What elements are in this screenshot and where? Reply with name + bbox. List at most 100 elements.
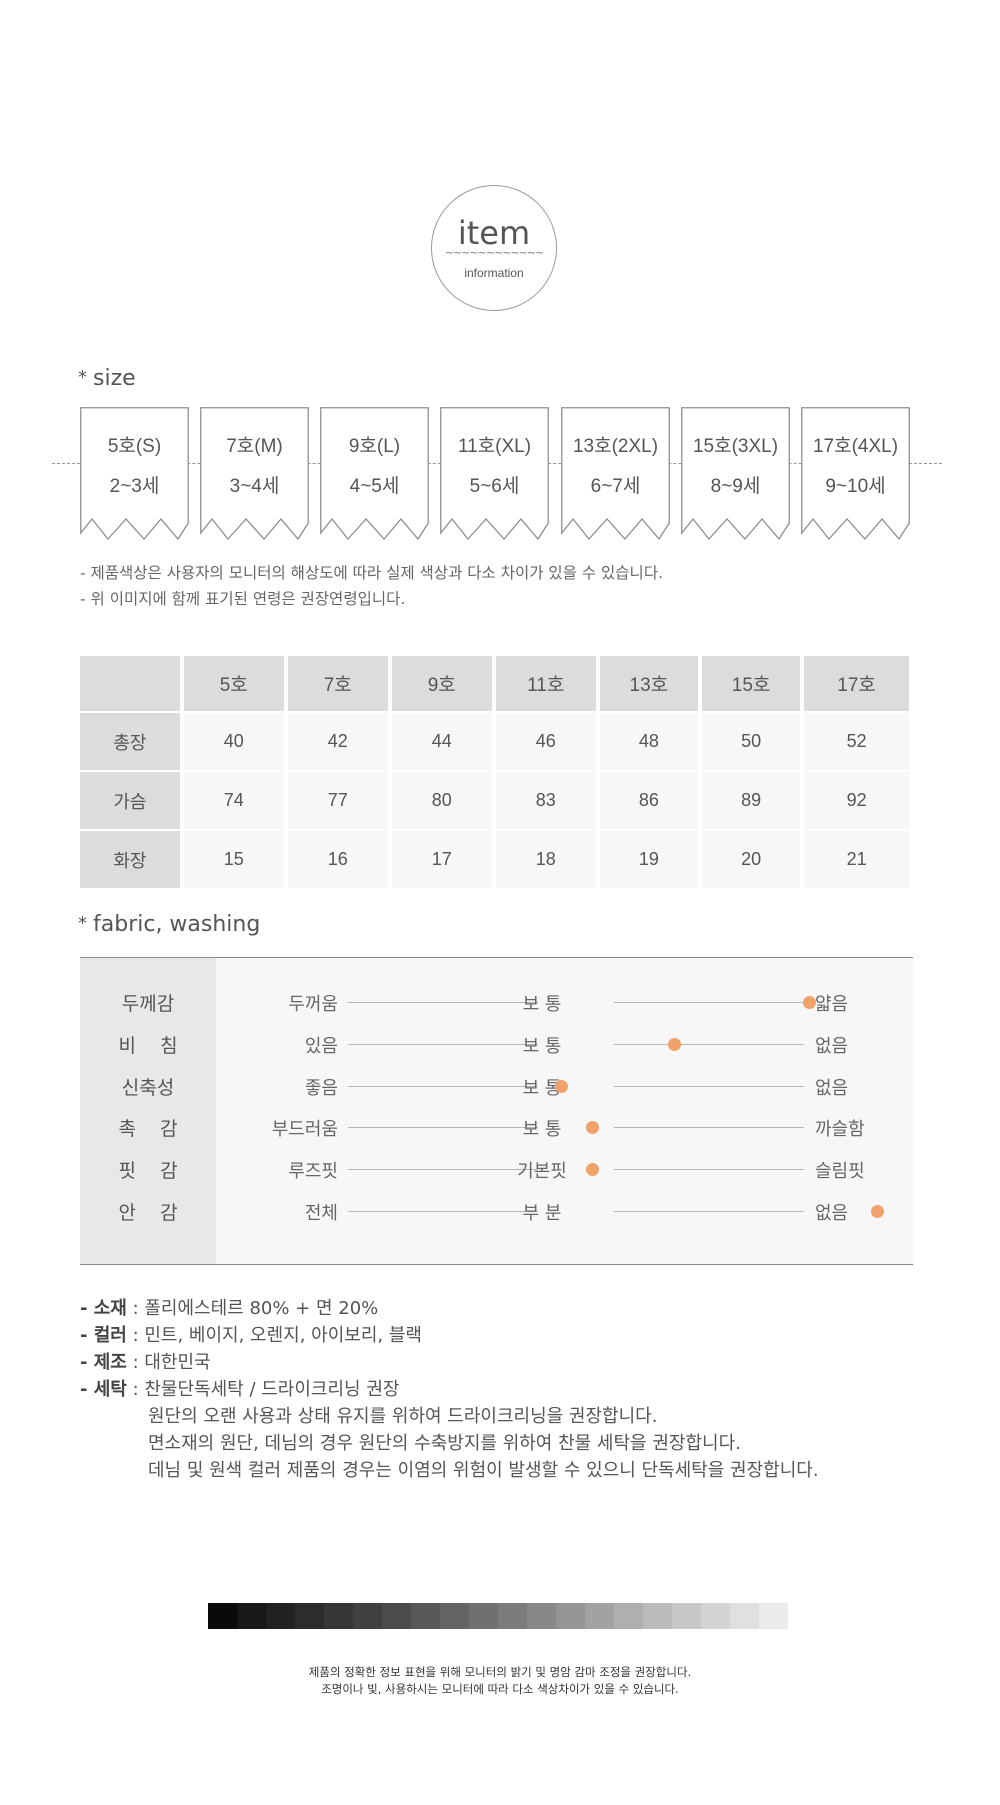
scale-line-left	[348, 1169, 538, 1170]
grayscale-swatch	[469, 1603, 498, 1629]
scale-right-label: 없음	[815, 1036, 849, 1057]
fabric-attribute-label: 비 침	[118, 1035, 178, 1057]
size-tag-age: 3~4세	[229, 476, 280, 497]
table-cell: 40	[183, 713, 288, 770]
fabric-attribute-label: 안 감	[118, 1202, 178, 1224]
asterisk-icon: *	[78, 913, 87, 934]
grayscale-swatch	[295, 1603, 324, 1629]
scale-line-left	[348, 1002, 538, 1003]
grayscale-swatch	[672, 1603, 701, 1629]
scale-left-label: 부드러움	[271, 1119, 338, 1140]
row-label: 총장	[80, 713, 184, 770]
fabric-label-column	[80, 958, 216, 1264]
grayscale-swatch	[614, 1603, 643, 1629]
table-cell: 15	[183, 831, 288, 888]
table-row: 화장 15 16 17 18 19 20 21	[80, 831, 913, 888]
table-cell: 74	[183, 772, 288, 829]
scale-mid-label: 기본핏	[517, 1161, 567, 1182]
table-cell: 77	[287, 772, 392, 829]
level-indicator-dot	[554, 1080, 568, 1093]
scale-line-left	[348, 1044, 538, 1045]
table-corner-cell	[80, 656, 184, 711]
size-title-text: size	[93, 366, 136, 391]
fabric-attribute-label: 신축성	[121, 1077, 175, 1099]
size-table-header: 5호 7호 9호 11호 13호 15호 17호	[80, 656, 913, 711]
table-cell: 20	[701, 831, 805, 888]
grayscale-swatch	[266, 1603, 295, 1629]
size-tag-size: 7호(M)	[226, 436, 283, 457]
footer-notice: 제품의 정확한 정보 표현을 위해 모니터의 밝기 및 명암 감마 조정을 권장…	[0, 1664, 1000, 1698]
fabric-row: 신축성 좋음 보 통 없음	[80, 1070, 913, 1100]
column-header: 17호	[804, 656, 913, 711]
level-indicator-dot	[667, 1038, 681, 1051]
scale-mid-label: 보 통	[522, 994, 562, 1015]
grayscale-swatch	[730, 1603, 759, 1629]
scale-line-left	[348, 1127, 538, 1128]
grayscale-swatch	[237, 1603, 266, 1629]
scale-right-label: 없음	[815, 1203, 849, 1224]
table-cell: 21	[804, 831, 913, 888]
fabric-attribute-label: 핏 감	[118, 1160, 178, 1182]
scale-left-label: 있음	[304, 1036, 338, 1057]
scale-right-label: 없음	[815, 1078, 849, 1099]
item-information-badge: item ~~~~~~~~~~~~ information	[431, 185, 557, 311]
size-tag: 9호(L) 4~5세	[320, 407, 429, 541]
fabric-panel: 두께감 두꺼움 보 통 얇음 비 침 있음 보 통 없음 신축성 좋음 보 통 없음 촉 감 부드러움 보 …	[80, 957, 913, 1265]
scale-left-label: 루즈핏	[288, 1161, 338, 1182]
column-header: 7호	[287, 656, 392, 711]
grayscale-swatch	[527, 1603, 556, 1629]
size-tag-age: 9~10세	[825, 476, 886, 497]
level-indicator-dot	[871, 1205, 884, 1218]
table-cell: 48	[599, 713, 702, 770]
scale-line-left	[348, 1086, 538, 1087]
size-tag-age: 5~6세	[469, 476, 520, 497]
badge-title: item	[457, 214, 531, 252]
footer-line: 제품의 정확한 정보 표현을 위해 모니터의 밝기 및 명암 감마 조정을 권장…	[308, 1665, 692, 1679]
wash-note: 원단의 오랜 사용과 상태 유지를 위하여 드라이크리닝을 권장합니다.	[148, 1406, 658, 1427]
spec-made: - 제조 : 대한민국	[80, 1352, 211, 1373]
fabric-title-text: fabric, washing	[93, 912, 261, 937]
scale-left-label: 두꺼움	[288, 994, 338, 1015]
size-tag-size: 17호(4XL)	[812, 436, 899, 457]
badge-wave: ~~~~~~~~~~~~	[444, 246, 545, 259]
grayscale-swatch	[382, 1603, 411, 1629]
fabric-row: 안 감 전체 부 분 없음	[80, 1195, 913, 1225]
fabric-section-title: * fabric, washing	[78, 912, 260, 937]
table-cell: 92	[804, 772, 913, 829]
footer-line: 조명이나 빛, 사용하시는 모니터에 따라 다소 색상차이가 있을 수 있습니다…	[321, 1682, 679, 1696]
fabric-attribute-label: 촉 감	[118, 1118, 178, 1140]
spec-color: - 컬러 : 민트, 베이지, 오렌지, 아이보리, 블랙	[80, 1325, 422, 1346]
fabric-row: 비 침 있음 보 통 없음	[80, 1028, 913, 1058]
size-tag-age: 4~5세	[349, 476, 400, 497]
scale-line-right	[614, 1127, 804, 1128]
grayscale-swatch	[556, 1603, 585, 1629]
grayscale-calibration-strip	[208, 1603, 788, 1629]
size-tag-age: 8~9세	[710, 476, 761, 497]
table-cell: 42	[287, 713, 392, 770]
spec-material: - 소재 : 폴리에스테르 80% + 면 20%	[80, 1298, 379, 1319]
level-indicator-dot	[586, 1163, 600, 1176]
wash-note: 데님 및 원색 컬러 제품의 경우는 이염의 위험이 발생할 수 있으니 단독세…	[148, 1460, 819, 1481]
size-tag-size: 9호(L)	[348, 436, 401, 457]
spec-wash: - 세탁 : 찬물단독세탁 / 드라이크리닝 권장	[80, 1379, 400, 1400]
table-cell: 18	[495, 831, 600, 888]
note-line: - 위 이미지에 함께 표기된 연령은 권장연령입니다.	[80, 590, 406, 608]
table-row: 총장 40 42 44 46 48 50 52	[80, 713, 913, 770]
grayscale-swatch	[759, 1603, 788, 1629]
scale-mid-label: 부 분	[522, 1203, 562, 1224]
badge-subtitle: information	[464, 266, 524, 280]
scale-left-label: 좋음	[304, 1078, 338, 1099]
scale-mid-label: 보 통	[522, 1078, 562, 1099]
grayscale-swatch	[643, 1603, 672, 1629]
grayscale-swatch	[411, 1603, 440, 1629]
table-cell: 83	[495, 772, 600, 829]
column-header: 13호	[599, 656, 702, 711]
scale-line-right	[614, 1044, 804, 1045]
fabric-row: 두께감 두꺼움 보 통 얇음	[80, 986, 913, 1016]
scale-line-left	[348, 1211, 538, 1212]
column-header: 11호	[495, 656, 600, 711]
row-label: 가슴	[80, 772, 184, 829]
table-cell: 50	[701, 713, 805, 770]
grayscale-swatch	[324, 1603, 353, 1629]
size-tag-size: 15호(3XL)	[692, 436, 779, 457]
